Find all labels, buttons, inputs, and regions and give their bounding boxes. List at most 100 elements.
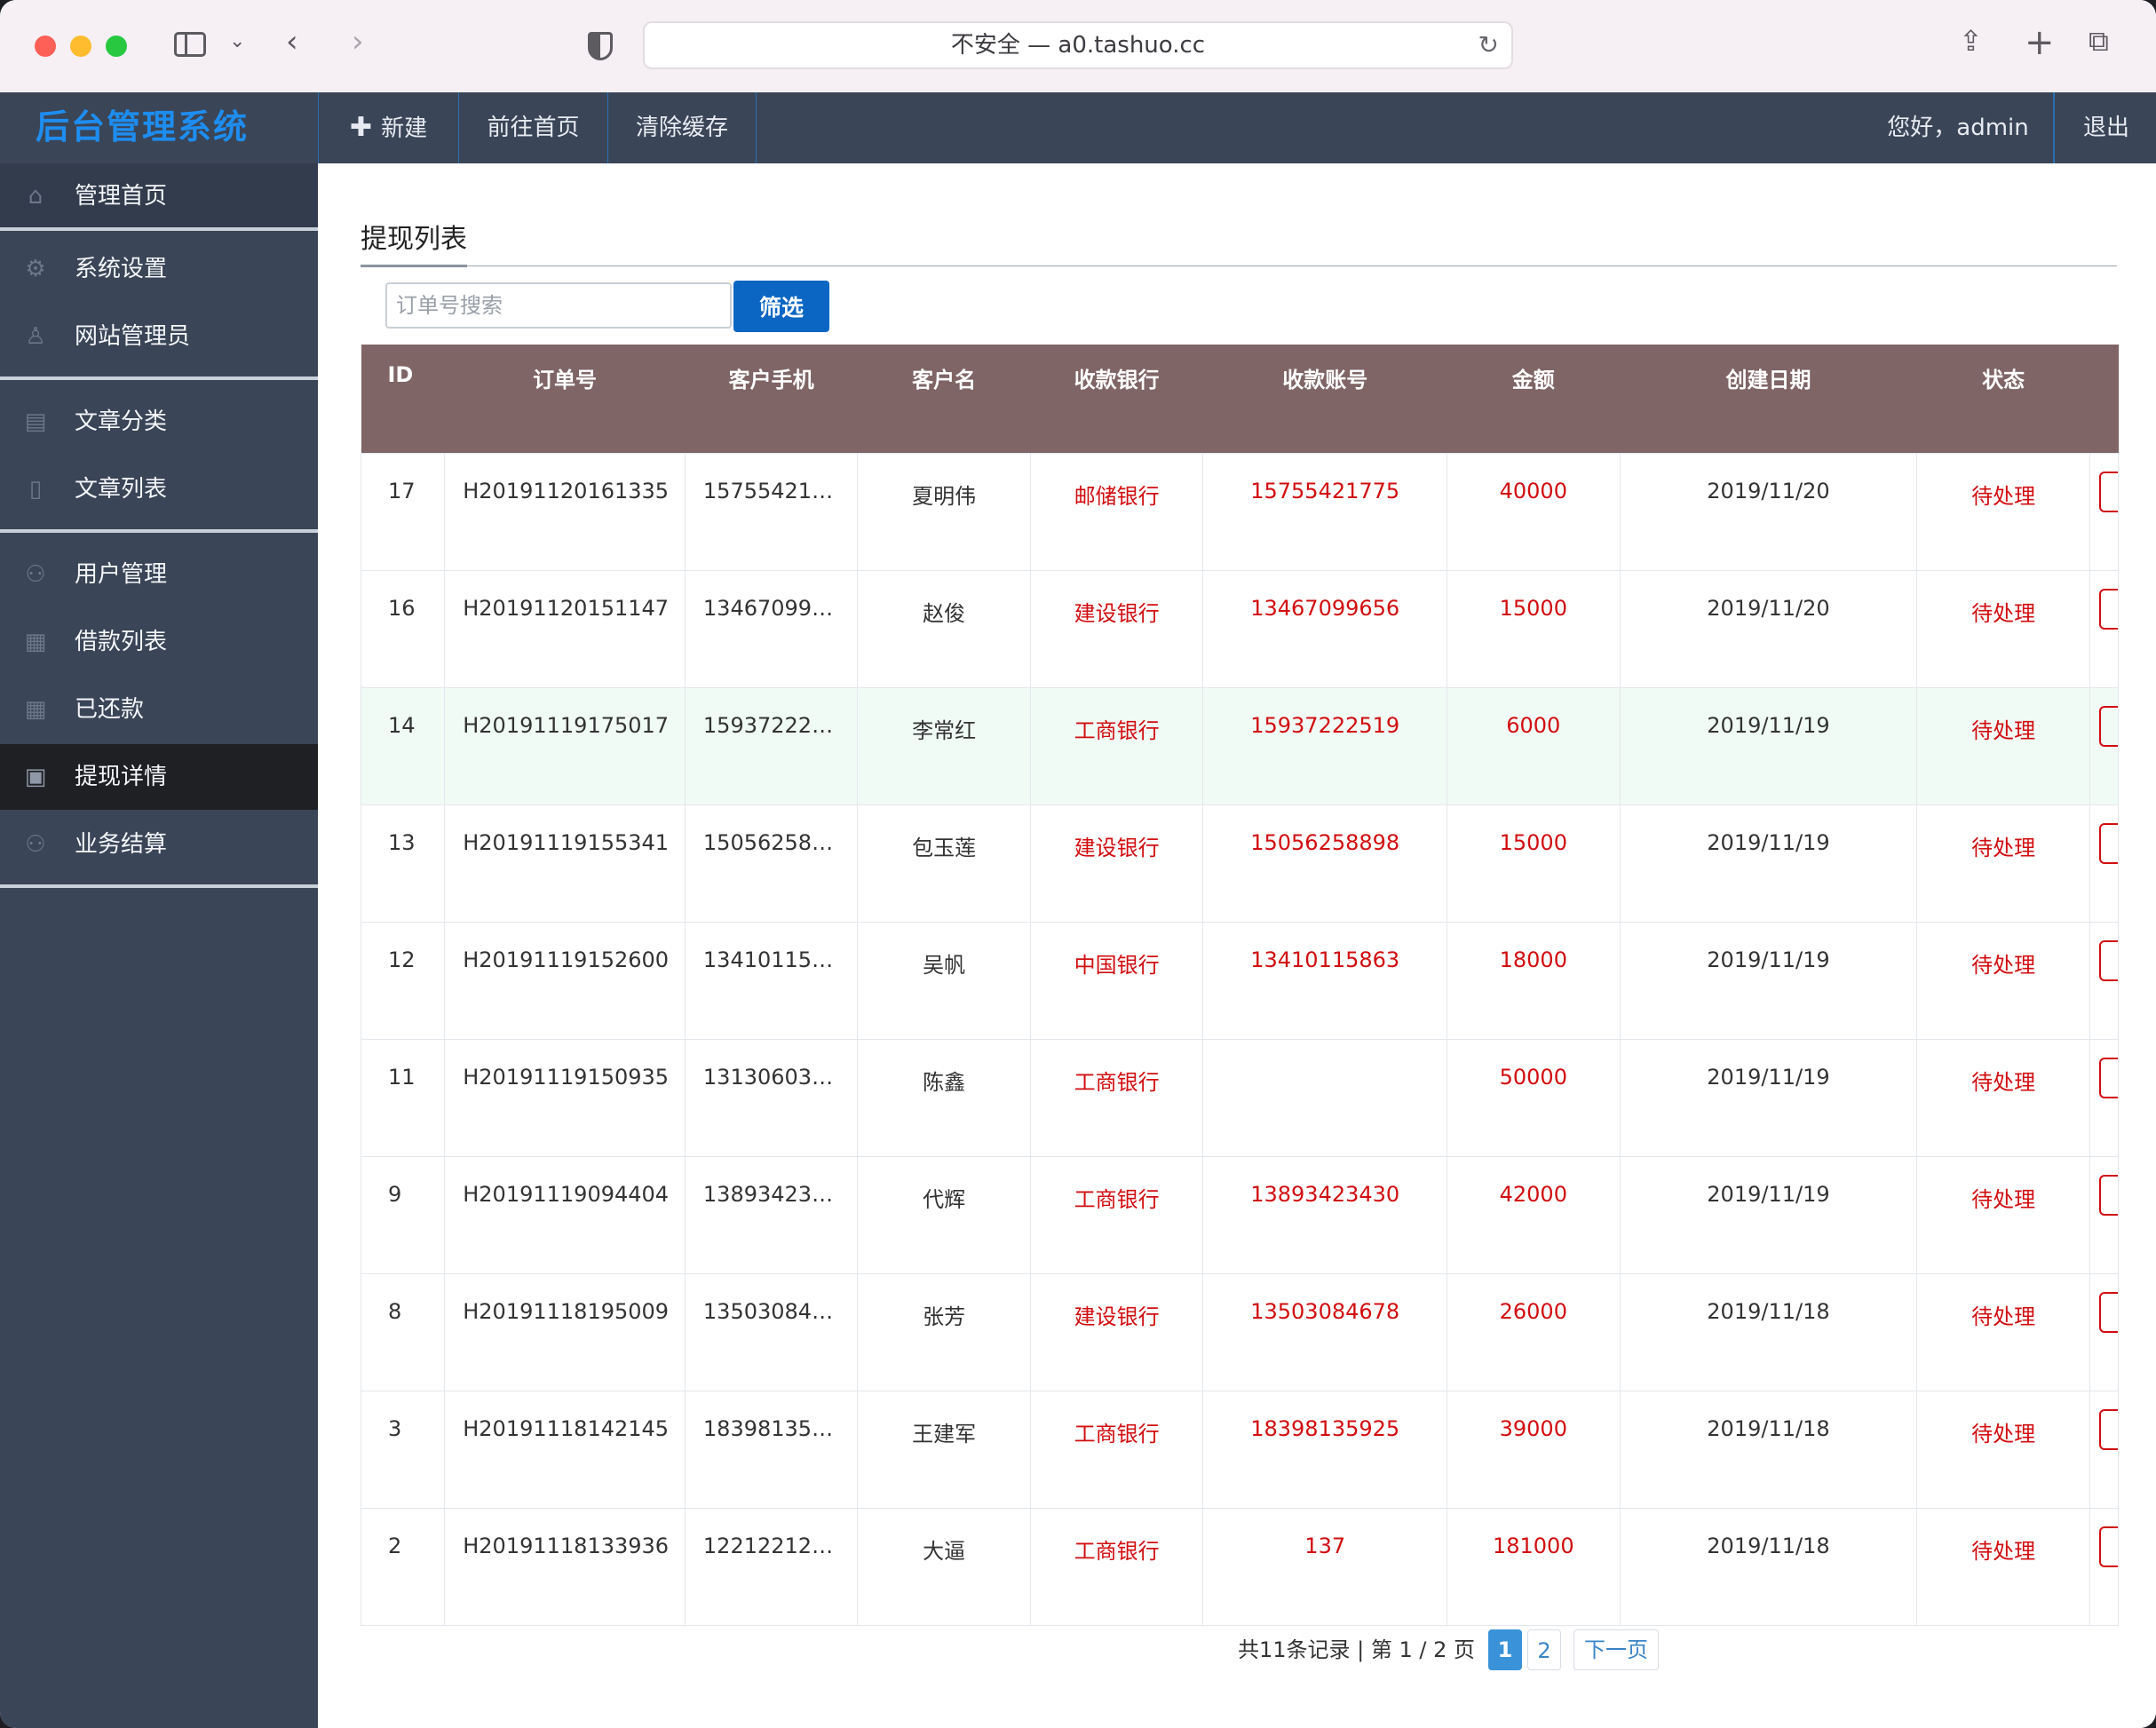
tab-overview-icon[interactable]: ⧉ — [2089, 24, 2109, 58]
table-cell-actions — [2089, 1272, 2120, 1391]
table-cell-amount: 181000 — [1447, 1507, 1621, 1626]
table-cell-date: 2019/11/19 — [1619, 686, 1918, 805]
sidebar-item-loan-list[interactable]: ▦ 借款列表 — [0, 609, 318, 675]
table-cell-id: 14 — [360, 686, 446, 805]
logout-link[interactable]: 退出 — [2082, 115, 2129, 141]
table-header-row: ID 订单号 客户手机 客户名 收款银行 收款账号 金额 创建日期 状态 — [361, 345, 2119, 453]
sidebar-item-repaid[interactable]: ▦ 已还款 — [0, 677, 318, 742]
sidebar-item-site-admins[interactable]: ♙ 网站管理员 — [0, 304, 318, 369]
sidebar-item-label: 网站管理员 — [75, 323, 191, 350]
table-cell-id: 8 — [360, 1272, 446, 1391]
table-cell-amount: 15000 — [1447, 804, 1621, 923]
table-row[interactable]: 3 H20191118142145 18398135… 王建军 工商银行 18398135… — [360, 1390, 2120, 1509]
sidebar-divider — [0, 884, 318, 888]
table-cell-bank: 建设银行 — [1029, 569, 1204, 688]
table-cell-date: 2019/11/20 — [1619, 452, 1918, 571]
table-cell-phone: 13467099… — [684, 569, 859, 688]
table-cell-actions — [2089, 1155, 2120, 1274]
table-row[interactable]: 2 H20191118133936 12212212… 大逼 工商银行 137 181000… — [360, 1507, 2120, 1626]
table-cell-order: H20191119150935 — [444, 1038, 686, 1157]
row-action-button[interactable] — [2098, 471, 2118, 512]
row-action-button[interactable] — [2098, 705, 2118, 747]
browser-toolbar: ⌄ ‹ › 不安全 — a0.tashuo.cc ↻ ⇪ + ⧉ — [0, 0, 2156, 93]
table-cell-phone: 13893423… — [684, 1155, 859, 1274]
table-cell-date: 2019/11/18 — [1619, 1272, 1918, 1391]
chevron-down-icon[interactable]: ⌄ — [229, 30, 246, 52]
row-action-button[interactable] — [2098, 939, 2118, 981]
page-2-button[interactable]: 2 — [1527, 1629, 1561, 1670]
table-cell-name: 包玉莲 — [857, 804, 1031, 923]
sidebar-item-business-settlement[interactable]: ⚇ 业务结算 — [0, 812, 318, 877]
brand-title: 后台管理系统 — [36, 107, 250, 147]
inbox-icon: ▣ — [24, 764, 47, 790]
page-1-button[interactable]: 1 — [1488, 1629, 1522, 1670]
table-row[interactable]: 11 H20191119150935 13130603… 陈鑫 工商银行 50000 201… — [360, 1038, 2120, 1157]
row-action-button[interactable] — [2098, 822, 2118, 864]
table-cell-actions — [2089, 921, 2120, 1040]
table-cell-bank: 工商银行 — [1029, 686, 1204, 805]
sidebar-item-article-categories[interactable]: ▤ 文章分类 — [0, 389, 318, 455]
table-cell-status: 待处理 — [1916, 1272, 2090, 1391]
new-tab-plus-icon[interactable]: + — [2025, 22, 2055, 63]
close-window-button[interactable] — [35, 36, 56, 57]
row-action-button[interactable] — [2098, 1057, 2118, 1098]
table-cell-actions — [2089, 452, 2120, 571]
table-row[interactable]: 14 H20191119175017 15937222… 李常红 工商银行 1593722… — [360, 686, 2120, 805]
table-cell-phone: 13130603… — [684, 1038, 859, 1157]
sidebar-item-withdrawal-details[interactable]: ▣ 提现详情 — [0, 744, 318, 810]
table-row[interactable]: 9 H20191119094404 13893423… 代辉 工商银行 138934234… — [360, 1155, 2120, 1274]
row-action-button[interactable] — [2098, 1526, 2118, 1567]
table-row[interactable]: 17 H20191120161335 15755421… 夏明伟 邮储银行 1575542… — [360, 452, 2120, 571]
table-cell-name: 陈鑫 — [857, 1038, 1031, 1157]
table-cell-bank: 工商银行 — [1029, 1155, 1204, 1274]
table-cell-amount: 42000 — [1447, 1155, 1621, 1274]
sidebar-item-label: 提现详情 — [75, 764, 168, 790]
table-cell-account: 13503084678 — [1202, 1272, 1448, 1391]
address-bar[interactable]: 不安全 — a0.tashuo.cc ↻ — [643, 21, 1513, 69]
next-page-button[interactable]: 下一页 — [1573, 1629, 1659, 1670]
reload-icon[interactable]: ↻ — [1478, 30, 1499, 59]
back-arrow-icon[interactable]: ‹ — [286, 24, 298, 59]
filter-button[interactable]: 筛选 — [733, 281, 829, 332]
table-cell-id: 17 — [360, 452, 446, 571]
table-cell-actions — [2089, 1507, 2120, 1626]
column-header: 订单号 — [444, 345, 686, 453]
table-cell-actions — [2089, 1390, 2120, 1509]
withdrawal-table: ID 订单号 客户手机 客户名 收款银行 收款账号 金额 创建日期 状态 17 H… — [360, 345, 2120, 1626]
table-cell-id: 3 — [360, 1390, 446, 1509]
table-cell-amount: 40000 — [1447, 452, 1621, 571]
table-cell-id: 13 — [360, 804, 446, 923]
table-cell-phone: 15937222… — [684, 686, 859, 805]
table-cell-order: H20191120151147 — [444, 569, 686, 688]
user-greeting: 您好，admin — [1863, 92, 2055, 163]
table-cell-name: 李常红 — [857, 686, 1031, 805]
sidebar-item-article-list[interactable]: ▯ 文章列表 — [0, 456, 318, 522]
shield-icon[interactable] — [588, 32, 613, 60]
table-cell-amount: 39000 — [1447, 1390, 1621, 1509]
new-button[interactable]: ✚ 新建 — [318, 92, 458, 163]
table-row[interactable]: 16 H20191120151147 13467099… 赵俊 建设银行 13467099… — [360, 569, 2120, 688]
row-action-button[interactable] — [2098, 588, 2118, 630]
grid-icon: ▦ — [24, 696, 47, 723]
minimize-window-button[interactable] — [70, 36, 91, 57]
row-action-button[interactable] — [2098, 1291, 2118, 1333]
zoom-window-button[interactable] — [106, 36, 127, 57]
share-icon[interactable]: ⇪ — [1959, 24, 1983, 58]
row-action-button[interactable] — [2098, 1174, 2118, 1216]
table-cell-name: 赵俊 — [857, 569, 1031, 688]
go-home-link[interactable]: 前往首页 — [458, 92, 607, 163]
clear-cache-link[interactable]: 清除缓存 — [607, 92, 757, 163]
order-search-input[interactable] — [385, 282, 732, 329]
sidebar-toggle-icon[interactable] — [174, 32, 206, 57]
forward-arrow-icon[interactable]: › — [352, 24, 364, 59]
sidebar-item-system-settings[interactable]: ⚙ 系统设置 — [0, 236, 318, 302]
row-action-button[interactable] — [2098, 1408, 2118, 1450]
table-row[interactable]: 8 H20191118195009 13503084… 张芳 建设银行 135030846… — [360, 1272, 2120, 1391]
table-row[interactable]: 12 H20191119152600 13410115… 吴帆 中国银行 13410115… — [360, 921, 2120, 1040]
users-icon: ⚇ — [25, 831, 46, 858]
sidebar-item-dashboard[interactable]: ⌂ 管理首页 — [0, 163, 318, 229]
document-icon: ▯ — [28, 476, 43, 503]
sidebar-item-user-management[interactable]: ⚇ 用户管理 — [0, 542, 318, 607]
table-cell-date: 2019/11/18 — [1619, 1507, 1918, 1626]
table-row[interactable]: 13 H20191119155341 15056258… 包玉莲 建设银行 1505625… — [360, 804, 2120, 923]
